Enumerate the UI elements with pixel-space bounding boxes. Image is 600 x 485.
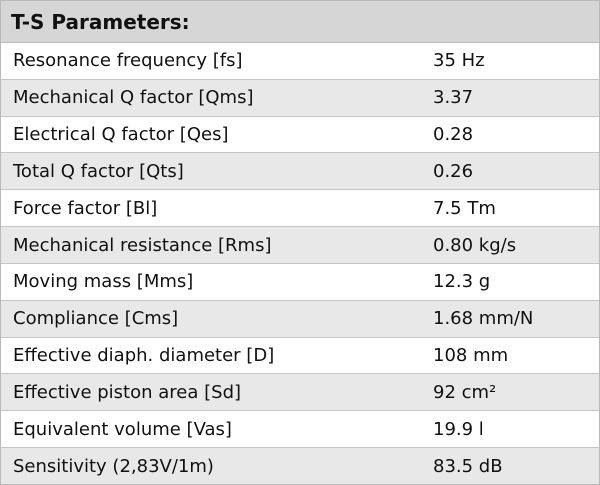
parameter-name: Resonance frequency [fs]	[13, 50, 243, 72]
parameter-name: Total Q factor [Qts]	[13, 160, 184, 182]
parameter-value: 1.68 mm/N	[433, 308, 534, 330]
table-title: T-S Parameters:	[1, 1, 599, 43]
parameter-value: 0.26	[433, 160, 474, 182]
table-row: Mechanical resistance [Rms] 0.80 kg/s	[1, 227, 599, 264]
table-row: Force factor [Bl] 7.5 Tm	[1, 190, 599, 228]
table-row: Moving mass [Mms] 12.3 g	[1, 264, 599, 301]
parameter-name: Effective diaph. diameter [D]	[13, 345, 275, 367]
table-row: Sensitivity (2,83V/1m) 83.5 dB	[1, 448, 599, 484]
parameter-name: Mechanical Q factor [Qms]	[13, 87, 254, 109]
parameter-value: 19.9 l	[433, 418, 484, 440]
parameter-value: 83.5 dB	[433, 455, 503, 477]
table-row: Resonance frequency [fs] 35 Hz	[1, 43, 599, 80]
parameter-value: 92 cm²	[433, 381, 497, 403]
parameter-name: Compliance [Cms]	[13, 308, 179, 330]
parameter-value: 3.37	[433, 87, 474, 109]
table-row: Effective diaph. diameter [D] 108 mm	[1, 338, 599, 375]
parameter-value: 12.3 g	[433, 271, 491, 293]
parameter-value: 7.5 Tm	[433, 197, 496, 219]
table-row: Mechanical Q factor [Qms] 3.37	[1, 79, 599, 117]
table-row: Compliance [Cms] 1.68 mm/N	[1, 300, 599, 338]
parameter-name: Mechanical resistance [Rms]	[13, 234, 272, 256]
parameter-value: 0.80 kg/s	[433, 234, 517, 256]
parameter-name: Equivalent volume [Vas]	[13, 418, 232, 440]
parameter-name: Electrical Q factor [Qes]	[13, 124, 229, 146]
parameter-name: Effective piston area [Sd]	[13, 381, 242, 403]
table-row: Equivalent volume [Vas] 19.9 l	[1, 411, 599, 449]
parameter-name: Force factor [Bl]	[13, 197, 158, 219]
parameter-name: Sensitivity (2,83V/1m)	[13, 455, 214, 477]
parameter-name: Moving mass [Mms]	[13, 271, 194, 293]
table-row: Electrical Q factor [Qes] 0.28	[1, 117, 599, 154]
parameter-value: 35 Hz	[433, 50, 485, 72]
parameter-value: 0.28	[433, 124, 474, 146]
table-row: Effective piston area [Sd] 92 cm²	[1, 374, 599, 412]
parameter-value: 108 mm	[433, 345, 509, 367]
table-row: Total Q factor [Qts] 0.26	[1, 153, 599, 191]
